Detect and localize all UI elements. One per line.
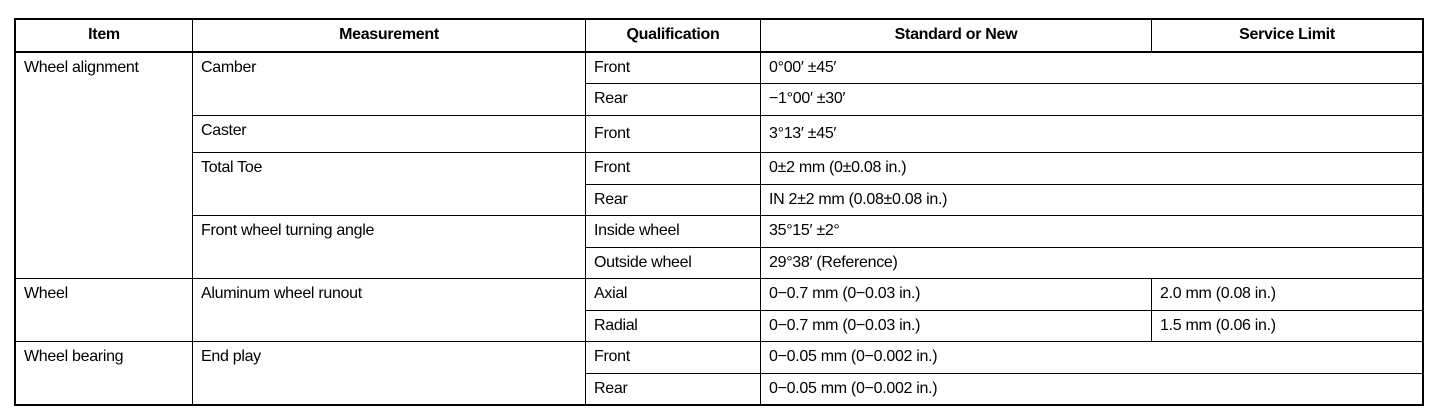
measurement-cell: Total Toe	[192, 152, 586, 216]
measurement-cell: End play	[192, 341, 586, 406]
table-row: Rear IN 2±2 mm (0.08±0.08 in.)	[15, 183, 1424, 216]
standard-cell: 0−0.7 mm (0−0.03 in.)	[760, 309, 1152, 342]
header-measurement: Measurement	[192, 18, 586, 53]
standard-cell: 3°13′ ±45′	[760, 114, 1424, 153]
qualification-cell: Outside wheel	[585, 246, 761, 279]
table-row: Rear 0−0.05 mm (0−0.002 in.)	[15, 372, 1424, 406]
standard-cell: −1°00′ ±30′	[760, 83, 1424, 116]
qualification-cell: Rear	[585, 83, 761, 116]
header-standard: Standard or New	[760, 18, 1152, 53]
standard-cell: 0±2 mm (0±0.08 in.)	[760, 152, 1424, 185]
header-qualification: Qualification	[585, 18, 761, 53]
qualification-cell: Front	[585, 152, 761, 185]
header-row: Item Measurement Qualification Standard …	[14, 18, 1424, 53]
qualification-cell: Rear	[585, 372, 761, 406]
standard-cell: 0−0.7 mm (0−0.03 in.)	[760, 278, 1152, 311]
qualification-cell: Front	[585, 51, 761, 84]
qualification-cell: Rear	[585, 183, 761, 216]
specifications-table: Item Measurement Qualification Standard …	[14, 18, 1424, 406]
standard-cell: 0−0.05 mm (0−0.002 in.)	[760, 341, 1424, 374]
table-row: Wheel bearing End play Front 0−0.05 mm (…	[14, 341, 1424, 406]
item-cell: Wheel	[14, 278, 193, 342]
measurement-cell: Aluminum wheel runout	[192, 278, 586, 342]
table-row: Wheel Aluminum wheel runout Axial 0−0.7 …	[14, 278, 1424, 342]
table-row: Caster Front 3°13′ ±45′	[15, 114, 1424, 153]
standard-cell: 0°00′ ±45′	[760, 51, 1424, 84]
standard-cell: 35°15′ ±2°	[760, 215, 1424, 248]
qualification-cell: Inside wheel	[585, 215, 761, 248]
table-row: Wheel alignment Camber Front 0°00′ ±45′	[14, 51, 1424, 279]
measurement-cell: Camber	[192, 51, 586, 116]
qualification-cell: Front	[585, 341, 761, 374]
table-row: Total Toe Front 0±2 mm (0±0.08 in.)	[15, 152, 1424, 216]
measurement-cell: Caster	[192, 114, 586, 153]
item-cell: Wheel bearing	[14, 341, 193, 406]
table-row: Radial 0−0.7 mm (0−0.03 in.) 1.5 mm (0.0…	[15, 309, 1424, 342]
item-cell: Wheel alignment	[14, 51, 193, 279]
table-row: Front wheel turning angle Inside wheel 3…	[15, 215, 1424, 279]
header-service-limit: Service Limit	[1151, 18, 1424, 53]
header-item: Item	[14, 18, 193, 53]
service-limit-cell: 1.5 mm (0.06 in.)	[1151, 309, 1424, 342]
qualification-cell: Front	[585, 114, 761, 153]
qualification-cell: Axial	[585, 278, 761, 311]
measurement-cell: Front wheel turning angle	[192, 215, 586, 279]
qualification-cell: Radial	[585, 309, 761, 342]
table-row: Rear −1°00′ ±30′	[15, 83, 1424, 116]
service-limit-cell: 2.0 mm (0.08 in.)	[1151, 278, 1424, 311]
standard-cell: 0−0.05 mm (0−0.002 in.)	[760, 372, 1424, 406]
standard-cell: IN 2±2 mm (0.08±0.08 in.)	[760, 183, 1424, 216]
table-row: Outside wheel 29°38′ (Reference)	[15, 246, 1424, 279]
standard-cell: 29°38′ (Reference)	[760, 246, 1424, 279]
